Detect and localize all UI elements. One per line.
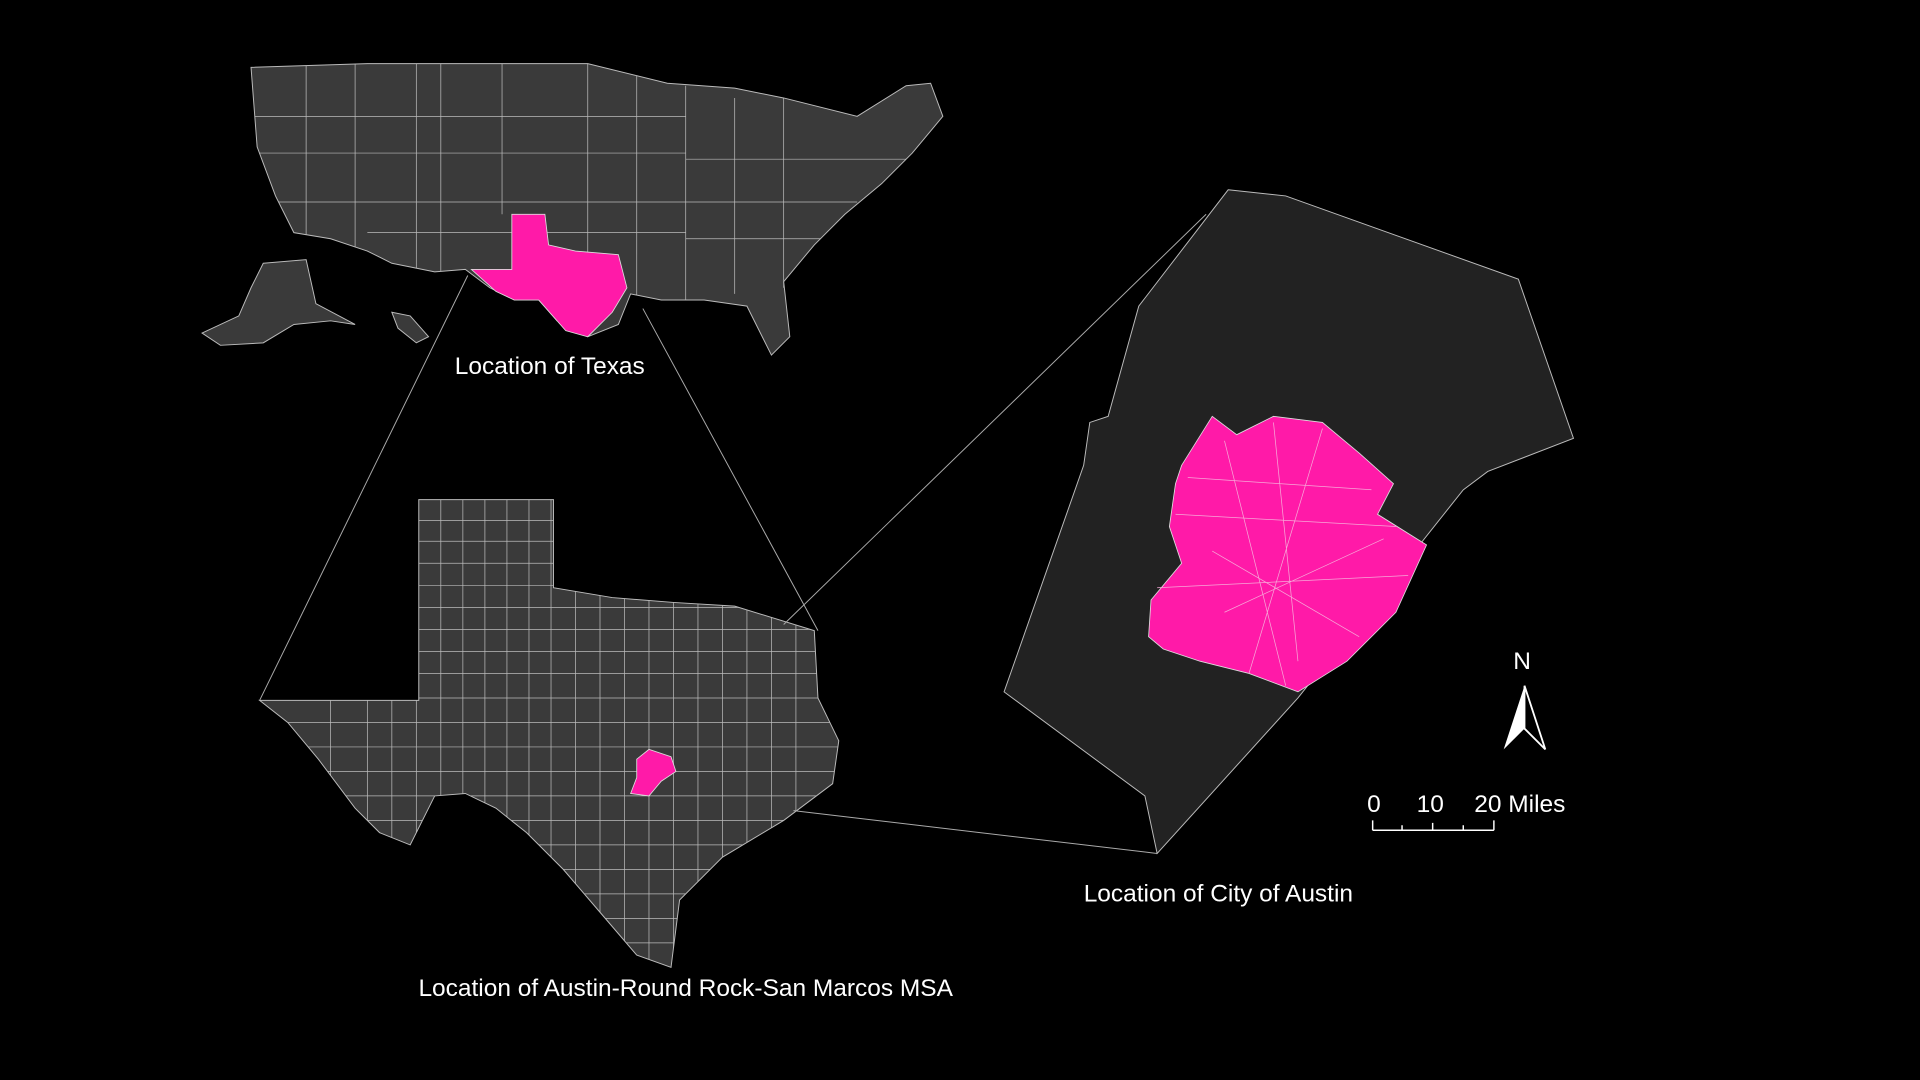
msa-highlight	[630, 748, 677, 797]
scale-tick: 0	[1367, 791, 1381, 818]
label-city: Location of City of Austin	[1084, 881, 1353, 908]
scale-tick: 10	[1417, 791, 1444, 818]
scale-tick: 20 Miles	[1474, 791, 1565, 818]
us-map	[201, 63, 944, 356]
texas-highlight	[470, 213, 628, 338]
austin-map	[1003, 189, 1575, 855]
north-arrow: N	[1503, 648, 1547, 751]
label-texas: Location of Texas	[455, 353, 645, 380]
scale-bar: 0 10 20 Miles	[1367, 791, 1565, 831]
zoom-lines	[259, 213, 1207, 854]
texas-map	[258, 499, 840, 969]
label-msa: Location of Austin-Round Rock-San Marcos…	[418, 975, 953, 1002]
city-highlight	[1148, 415, 1428, 693]
north-label: N	[1513, 648, 1531, 675]
